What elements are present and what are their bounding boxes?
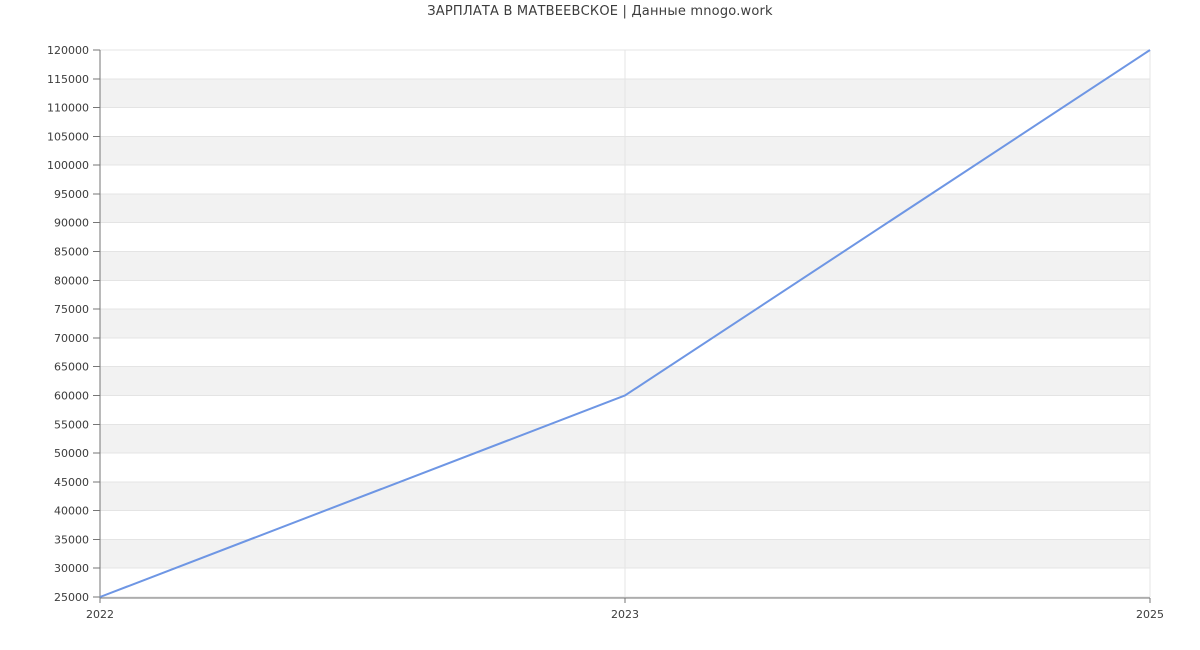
y-tick-label: 85000 [54, 246, 89, 259]
y-tick-label: 30000 [54, 562, 89, 575]
y-tick-label: 110000 [47, 102, 89, 115]
y-tick-label: 95000 [54, 188, 89, 201]
y-tick-label: 65000 [54, 361, 89, 374]
chart-title: ЗАРПЛАТА В МАТВЕЕВСКОЕ | Данные mnogo.wo… [427, 4, 773, 19]
y-tick-label: 50000 [54, 447, 89, 460]
y-tick-label: 45000 [54, 476, 89, 489]
y-tick-label: 105000 [47, 130, 89, 143]
x-tick-label: 2022 [86, 608, 114, 621]
x-tick-label: 2025 [1136, 608, 1164, 621]
y-tick-label: 60000 [54, 389, 89, 402]
y-tick-label: 35000 [54, 533, 89, 546]
x-tick-label: 2023 [611, 608, 639, 621]
y-tick-label: 90000 [54, 217, 89, 230]
y-tick-label: 55000 [54, 418, 89, 431]
salary-series-line [99, 49, 1151, 598]
y-tick-label: 80000 [54, 274, 89, 287]
y-tick-label: 75000 [54, 303, 89, 316]
y-tick-label: 40000 [54, 505, 89, 518]
y-tick-label: 100000 [47, 159, 89, 172]
y-tick-label: 70000 [54, 332, 89, 345]
y-tick-label: 25000 [54, 591, 89, 604]
y-tick-label: 115000 [47, 73, 89, 86]
y-tick-label: 120000 [47, 44, 89, 57]
